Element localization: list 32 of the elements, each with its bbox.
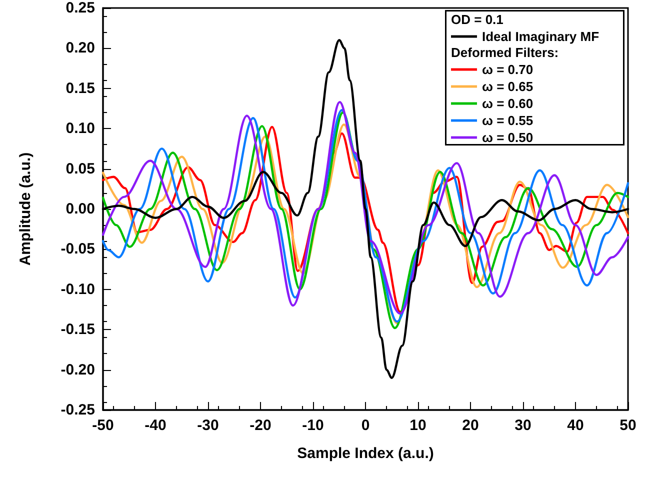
- x-tick-label: -10: [302, 417, 324, 434]
- x-tick-label: 10: [410, 417, 426, 434]
- legend-label: ω = 0.65: [482, 79, 534, 94]
- annotation: Deformed Filters:: [451, 45, 559, 60]
- legend-label: Ideal Imaginary MF: [482, 29, 600, 44]
- y-tick-label: 0.00: [66, 200, 95, 218]
- y-tick-label: 0.20: [66, 40, 95, 57]
- y-tick-label: -0.20: [60, 361, 95, 378]
- legend-label: ω = 0.50: [482, 130, 534, 145]
- x-tick-label: -50: [92, 417, 114, 434]
- y-tick-label: -0.15: [60, 321, 95, 338]
- x-axis-title: Sample Index (a.u.): [297, 445, 434, 462]
- y-tick-label: 0.15: [66, 80, 95, 97]
- legend-label: ω = 0.55: [482, 113, 534, 128]
- legend-label: ω = 0.70: [482, 62, 534, 77]
- legend-label: ω = 0.60: [482, 96, 534, 111]
- y-tick-label: 0.25: [66, 0, 95, 16]
- y-tick-label: -0.25: [60, 402, 95, 418]
- x-tick-label: -40: [144, 417, 166, 434]
- x-tick-label: 50: [620, 417, 636, 434]
- y-tick-label: 0.10: [66, 120, 95, 138]
- y-tick-label: -0.10: [60, 280, 95, 298]
- x-tick-label: -20: [250, 417, 272, 434]
- y-axis-title: Amplitude (a.u.): [17, 152, 34, 266]
- y-tick-label: 0.05: [66, 160, 95, 178]
- legend-title: OD = 0.1: [451, 12, 504, 27]
- x-tick-label: 40: [567, 417, 584, 434]
- y-tick-label: -0.05: [60, 240, 95, 258]
- x-tick-label: 0: [361, 417, 370, 434]
- x-tick-label: 20: [462, 417, 479, 434]
- x-tick-label: -30: [197, 417, 219, 434]
- x-tick-label: 30: [514, 417, 532, 434]
